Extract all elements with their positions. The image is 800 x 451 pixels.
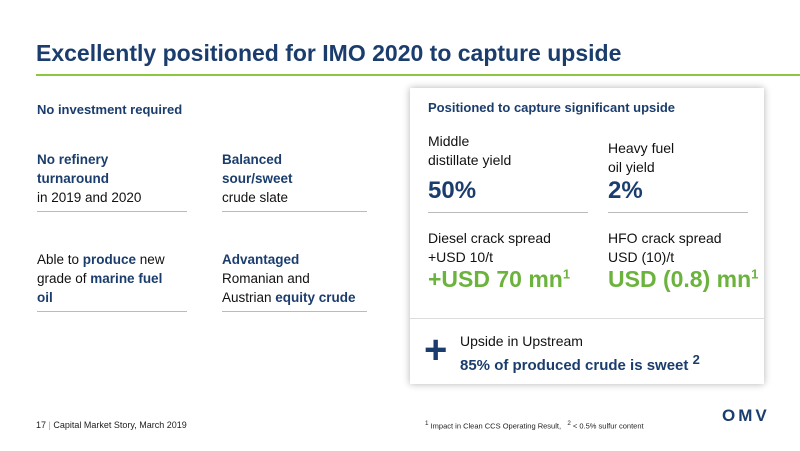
label-line: HFO crack spread <box>608 230 722 246</box>
metric-value: 2% <box>608 177 643 204</box>
upstream-line: Upside in Upstream <box>460 333 583 349</box>
left-item: Balanced sour/sweet crude slate <box>222 150 367 212</box>
logo: OMV <box>722 406 770 425</box>
text: Able to <box>37 252 83 267</box>
footer-left: 17 | Capital Market Story, March 2019 <box>36 420 187 430</box>
text: Romanian and <box>222 271 310 286</box>
spread-label: HFO crack spread USD (10)/t <box>608 229 722 267</box>
footnote-ref: 1 <box>562 266 571 282</box>
left-heading: No investment required <box>37 102 183 117</box>
spread-label: Diesel crack spread +USD 10/t <box>428 229 551 267</box>
item-line: turnaround <box>37 169 187 188</box>
footnote-mark: 2 <box>567 420 571 427</box>
slide-title: Excellently positioned for IMO 2020 to c… <box>36 40 622 66</box>
item-line: in 2019 and 2020 <box>37 188 187 207</box>
value-text: +USD 70 mn <box>428 266 563 292</box>
item-line: Advantaged <box>222 250 367 269</box>
bold-text: Advantaged <box>222 252 300 267</box>
footer-divider: | <box>48 420 51 430</box>
label-line: Diesel crack spread <box>428 230 551 246</box>
upstream-highlight: 85% of produced crude is sweet 2 <box>460 352 700 374</box>
footer-source: Capital Market Story, March 2019 <box>53 420 187 430</box>
label-line: distillate yield <box>428 152 512 168</box>
label-line: Middle <box>428 133 470 149</box>
left-item: Advantaged Romanian and Austrian equity cr… <box>222 250 367 312</box>
left-item: No refinery turnaround in 2019 and 2020 <box>37 150 187 212</box>
spread-value: USD (0.8) mn1 <box>608 266 758 293</box>
item-line: Romanian and <box>222 269 367 288</box>
upstream-box <box>410 318 764 385</box>
footnote-mark: 1 <box>425 420 429 427</box>
item-line: Able to produce new <box>37 250 187 269</box>
bold-text: sour/sweet <box>222 171 293 186</box>
footnote-ref: 1 <box>751 266 759 282</box>
bold-text: turnaround <box>37 171 109 186</box>
label-line: USD (10)/t <box>608 249 675 265</box>
metric-label: Middle distillate yield <box>428 132 511 170</box>
separator <box>608 212 748 213</box>
bold-text: No refinery <box>37 152 109 167</box>
label-line: oil yield <box>608 159 655 175</box>
metric-value: 50% <box>428 177 477 204</box>
item-line: sour/sweet <box>222 169 367 188</box>
bold-text: produce <box>82 252 137 267</box>
plus-icon: + <box>424 328 448 372</box>
text: crude slate <box>222 190 289 205</box>
text: Austrian <box>222 290 276 305</box>
metric-label: Heavy fuel oil yield <box>608 139 674 177</box>
item-line: grade of marine fuel <box>37 269 187 288</box>
value-text: USD (0.8) mn <box>608 266 752 292</box>
footnote-ref: 2 <box>692 352 700 367</box>
text: grade of <box>37 271 91 286</box>
bold-text: equity crude <box>275 290 356 305</box>
footnote-text: Impact in Clean CCS Operating Result, <box>430 421 562 431</box>
footnotes: 1 Impact in Clean CCS Operating Result, … <box>425 420 644 431</box>
left-item: Able to produce new grade of marine fuel o… <box>37 250 187 312</box>
item-line: Balanced <box>222 150 367 169</box>
bold-text: Balanced <box>222 152 283 167</box>
item-line: Austrian equity crude <box>222 288 367 307</box>
bold-text: marine fuel <box>90 271 163 286</box>
item-line: No refinery <box>37 150 187 169</box>
bold-text: oil <box>37 290 53 305</box>
label-line: Heavy fuel <box>608 140 675 156</box>
footnote-text: < 0.5% sulfur content <box>572 421 644 431</box>
item-line: oil <box>37 288 187 307</box>
item-line: crude slate <box>222 188 367 207</box>
upstream-text: 85% of produced crude is sweet <box>460 357 689 374</box>
text: in 2019 and 2020 <box>37 190 142 205</box>
text: new <box>136 252 165 267</box>
upside-panel <box>410 88 764 384</box>
right-heading: Positioned to capture significant upside <box>428 100 676 115</box>
separator <box>428 212 588 213</box>
label-line: +USD 10/t <box>428 249 493 265</box>
page-number: 17 <box>36 420 47 430</box>
title-rule <box>36 74 800 76</box>
spread-value: +USD 70 mn1 <box>428 266 570 293</box>
